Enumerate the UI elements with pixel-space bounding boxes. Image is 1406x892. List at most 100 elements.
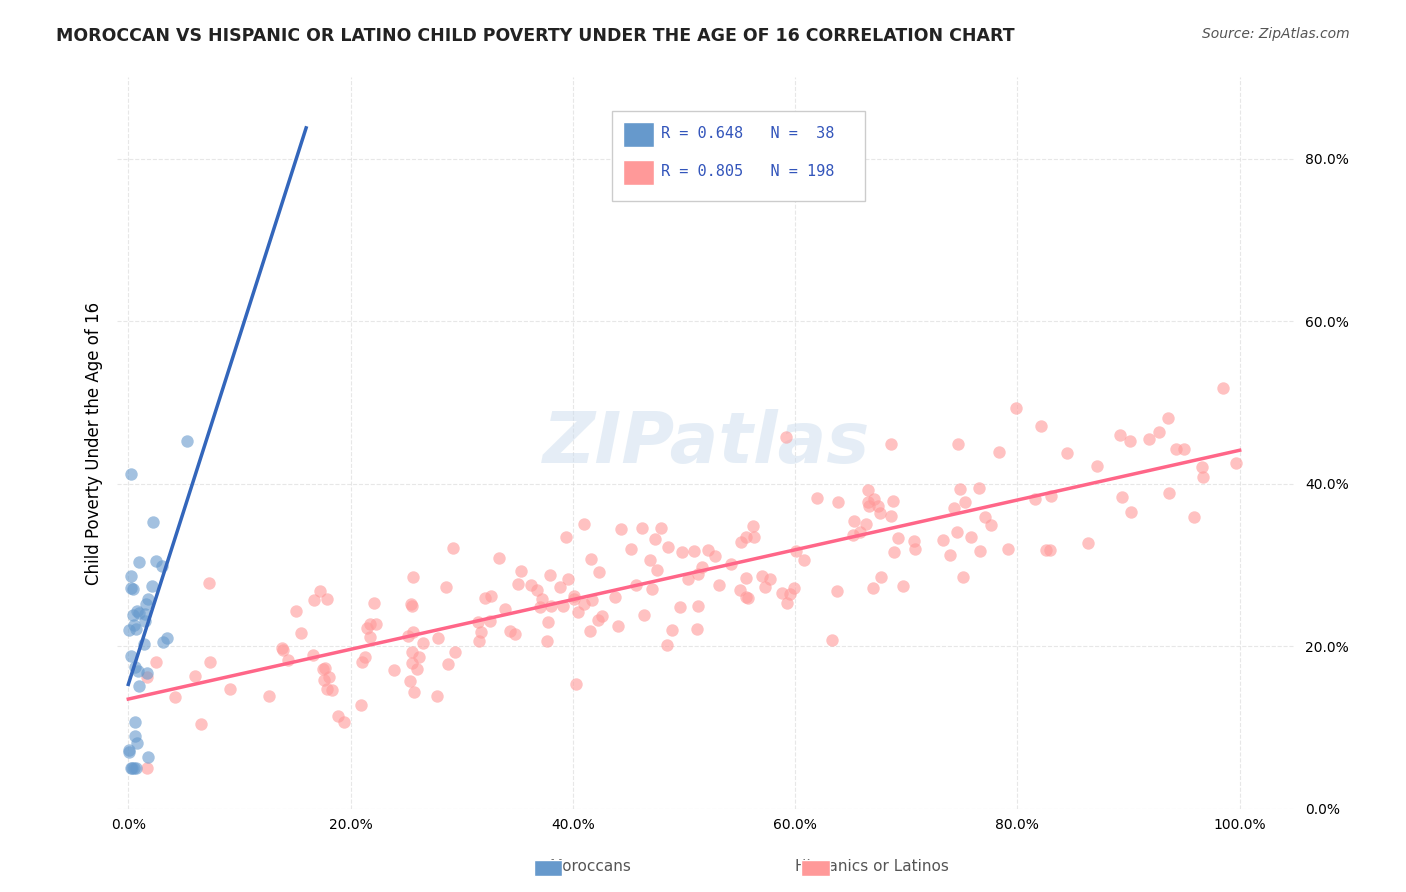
Point [980, 518, 1002, 533]
Point [1119, 434, 1142, 448]
Point [145, 554, 167, 568]
Point [551, 599, 574, 614]
Point [520, 578, 543, 592]
Point [555, 530, 578, 544]
Point [1137, 433, 1160, 447]
Point [316, 682, 339, 697]
Point [136, 761, 159, 775]
Point [124, 729, 146, 743]
Point [198, 576, 221, 591]
Point [434, 580, 457, 594]
Point [120, 648, 142, 663]
Point [581, 593, 603, 607]
Point [128, 606, 150, 620]
Point [1164, 442, 1187, 457]
Point [315, 592, 337, 607]
Point [644, 532, 666, 546]
Point [141, 578, 163, 592]
Point [436, 657, 458, 672]
Point [939, 548, 962, 562]
Point [1173, 442, 1195, 457]
Point [1039, 489, 1062, 503]
Point [953, 495, 976, 509]
Point [882, 494, 904, 508]
Point [849, 524, 872, 539]
Point [536, 633, 558, 648]
Point [683, 543, 706, 558]
Point [567, 605, 589, 619]
Point [121, 761, 143, 775]
Point [588, 566, 610, 580]
Text: R = 0.805   N = 198: R = 0.805 N = 198 [661, 164, 834, 178]
Point [412, 635, 434, 649]
Point [474, 591, 496, 606]
Point [1111, 490, 1133, 504]
Point [707, 578, 730, 592]
Point [285, 604, 308, 618]
Point [960, 530, 983, 544]
Point [751, 568, 773, 582]
Point [135, 666, 157, 681]
Point [302, 648, 325, 662]
Point [122, 618, 145, 632]
Point [356, 621, 378, 635]
Point [735, 571, 758, 585]
Point [586, 613, 609, 627]
Point [887, 531, 910, 545]
Point [308, 583, 330, 598]
Point [742, 518, 765, 533]
Point [904, 541, 927, 556]
Point [607, 619, 630, 633]
Point [538, 568, 561, 582]
Point [142, 515, 165, 529]
Point [503, 627, 526, 641]
Point [883, 545, 905, 559]
Point [398, 673, 420, 688]
Point [145, 655, 167, 669]
Text: ZIPatlas: ZIPatlas [543, 409, 870, 477]
Point [132, 637, 155, 651]
Point [136, 749, 159, 764]
Point [945, 525, 967, 540]
Text: MOROCCAN VS HISPANIC OR LATINO CHILD POVERTY UNDER THE AGE OF 16 CORRELATION CHA: MOROCCAN VS HISPANIC OR LATINO CHILD POV… [56, 27, 1015, 45]
Point [806, 491, 828, 505]
Point [1212, 381, 1234, 395]
Point [402, 624, 425, 639]
Point [198, 655, 221, 669]
Point [401, 599, 423, 614]
Point [856, 483, 879, 497]
Point [366, 617, 388, 632]
Point [785, 544, 807, 558]
Point [862, 491, 884, 506]
Point [647, 563, 669, 577]
Point [821, 632, 844, 647]
Point [277, 652, 299, 666]
Point [537, 615, 560, 630]
Point [156, 631, 179, 645]
Point [565, 677, 588, 691]
Point [152, 635, 174, 649]
Point [540, 599, 562, 613]
Point [737, 591, 759, 606]
Point [494, 602, 516, 616]
Point [165, 690, 187, 705]
Point [176, 434, 198, 448]
Point [499, 624, 522, 639]
Point [697, 543, 720, 558]
Point [134, 607, 156, 622]
Point [1108, 428, 1130, 442]
Point [359, 630, 381, 644]
Point [603, 591, 626, 605]
Point [932, 533, 955, 547]
Point [735, 530, 758, 544]
Point [1159, 485, 1181, 500]
Point [426, 689, 449, 703]
Point [382, 663, 405, 677]
Point [557, 573, 579, 587]
Point [609, 522, 631, 536]
Point [1085, 458, 1108, 473]
Point [779, 587, 801, 601]
Point [363, 596, 385, 610]
Point [354, 649, 377, 664]
Point [866, 499, 889, 513]
